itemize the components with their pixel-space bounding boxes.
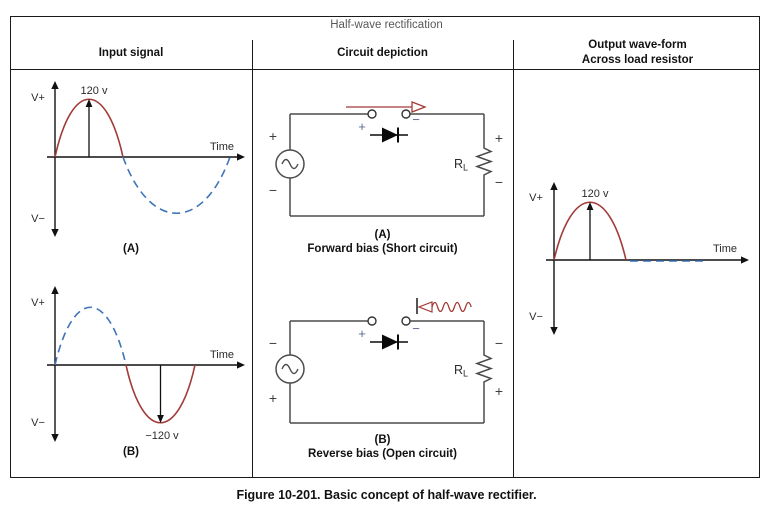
- load-top-sign: −: [495, 335, 503, 351]
- diode-terminal-right: [401, 316, 411, 326]
- v-plus-label: V+: [529, 192, 543, 204]
- diode-terminal-left: [367, 316, 377, 326]
- axis-arrow-down-icon: [51, 434, 59, 442]
- axis-arrow-right-icon: [237, 361, 245, 369]
- figure-title: Half-wave rectification: [330, 19, 443, 31]
- input-waveform-a-graph: 120 v V+ V− Time (A): [31, 81, 245, 255]
- peak-voltage-label: 120 v: [81, 85, 108, 97]
- output-header-line1: Output wave-form: [588, 39, 687, 51]
- axis-arrow-up-icon: [51, 81, 59, 89]
- column-divider-2: [513, 40, 514, 477]
- circuit-b-caption: (B) Reverse bias (Open circuit): [252, 434, 513, 461]
- column-header-input-signal: Input signal: [98, 47, 164, 59]
- circuit-wires: [289, 320, 484, 424]
- v-minus-label: V−: [529, 311, 543, 323]
- blocked-current-squiggle: [431, 301, 472, 313]
- load-resistor: [474, 114, 494, 216]
- diode-anode-sign: +: [358, 326, 366, 341]
- diode-triangle-icon: [382, 334, 398, 350]
- load-bottom-sign: −: [495, 174, 503, 190]
- diode-triangle-icon: [382, 127, 398, 143]
- axis-arrow-up-icon: [550, 182, 558, 190]
- diode-cathode-sign: −: [412, 112, 420, 127]
- output-header-line2: Across load resistor: [581, 53, 694, 66]
- v-minus-label: V−: [31, 213, 45, 225]
- circuit-a-forward-bias: + − + − + − RL: [269, 101, 503, 217]
- ac-sine-icon: [281, 363, 299, 375]
- column-divider-1: [252, 40, 253, 477]
- source-top-sign: +: [269, 128, 277, 144]
- panel-a-label: (A): [123, 243, 139, 255]
- ac-sine-icon: [281, 158, 299, 170]
- circuit-wires: [289, 113, 484, 217]
- source-bottom-sign: +: [269, 390, 277, 406]
- v-plus-label: V+: [31, 92, 45, 104]
- peak-arrowhead-icon: [586, 202, 594, 210]
- output-waveform-graph: 120 v V+ V− Time: [529, 182, 749, 335]
- diode-anode-sign: +: [358, 119, 366, 134]
- axis-arrow-right-icon: [741, 256, 749, 264]
- circuit-b-panel-label: (B): [374, 434, 391, 446]
- load-resistor-label: RL: [454, 363, 468, 379]
- time-label: Time: [713, 243, 737, 255]
- panel-b-label: (B): [123, 446, 139, 458]
- circuit-b-caption-text: Reverse bias (Open circuit): [308, 447, 457, 460]
- load-bottom-sign: +: [495, 383, 503, 399]
- source-bottom-sign: −: [269, 182, 277, 198]
- column-header-output-waveform: Output wave-form Across load resistor: [513, 38, 762, 67]
- circuit-a-caption: (A) Forward bias (Short circuit): [252, 229, 513, 256]
- positive-half-sine-dashed: [54, 306, 127, 366]
- v-minus-label: V−: [31, 417, 45, 429]
- peak-voltage-label: 120 v: [582, 188, 609, 200]
- negative-half-sine-dashed: [122, 156, 231, 214]
- circuit-a-caption-text: Forward bias (Short circuit): [307, 242, 458, 255]
- time-label: Time: [210, 141, 234, 153]
- diode-terminal-right: [401, 109, 411, 119]
- diode-terminal-left: [367, 109, 377, 119]
- source-top-sign: −: [269, 335, 277, 351]
- current-arrowhead-icon: [411, 101, 427, 113]
- column-header-circuit-depiction: Circuit depiction: [337, 47, 428, 59]
- trough-arrowhead-icon: [157, 415, 164, 423]
- circuit-a-panel-label: (A): [374, 229, 391, 241]
- trough-voltage-label: −120 v: [145, 430, 179, 442]
- time-label: Time: [210, 349, 234, 361]
- diode-cathode-sign: −: [412, 321, 420, 336]
- blocked-arrowhead-icon: [417, 301, 433, 313]
- load-top-sign: +: [495, 130, 503, 146]
- v-plus-label: V+: [31, 297, 45, 309]
- figure-frame: [10, 16, 760, 478]
- peak-arrowhead-icon: [85, 99, 93, 107]
- axis-arrow-right-icon: [237, 153, 245, 161]
- axis-arrow-down-icon: [51, 229, 59, 237]
- figure-caption: Figure 10-201. Basic concept of half-wav…: [236, 488, 537, 502]
- load-resistor: [474, 321, 494, 423]
- axis-arrow-down-icon: [550, 327, 558, 335]
- input-waveform-b-graph: −120 v V+ V− Time (B): [31, 286, 245, 458]
- circuit-b-reverse-bias: + − − + − + RL: [269, 298, 503, 424]
- load-resistor-label: RL: [454, 157, 468, 173]
- axis-arrow-up-icon: [51, 286, 59, 294]
- header-divider-line: [10, 69, 760, 70]
